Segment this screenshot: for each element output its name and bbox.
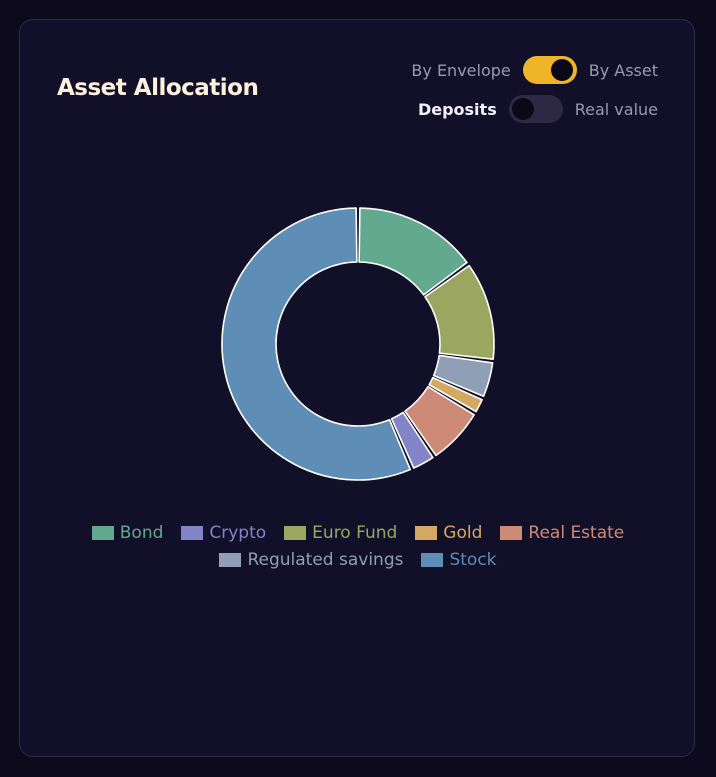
allocation-donut-chart xyxy=(221,207,495,481)
legend-swatch xyxy=(181,526,204,540)
slice-euro-fund[interactable] xyxy=(424,264,495,360)
legend-row-1: Bond Crypto Euro Fund Gold Real Estate xyxy=(20,523,696,543)
legend-label: Real Estate xyxy=(528,523,625,543)
legend-item-bond[interactable]: Bond xyxy=(91,523,164,543)
legend-item-regulated-savings[interactable]: Regulated savings xyxy=(219,550,403,570)
view-toggle-row: By Envelope By Asset xyxy=(411,56,658,84)
legend-swatch xyxy=(219,553,242,567)
legend-label: Bond xyxy=(119,523,164,543)
view-toggle-switch[interactable] xyxy=(522,56,577,84)
deposits-label[interactable]: Deposits xyxy=(417,99,497,119)
legend-item-stock[interactable]: Stock xyxy=(421,550,497,570)
asset-allocation-card: Asset Allocation By Envelope By Asset De… xyxy=(19,19,695,757)
slice-regulated-savings[interactable] xyxy=(432,354,494,398)
card-title: Asset Allocation xyxy=(57,75,259,101)
legend-item-crypto[interactable]: Crypto xyxy=(181,523,266,543)
slice-stock[interactable] xyxy=(221,207,412,481)
legend-label: Regulated savings xyxy=(247,550,404,570)
by-asset-label[interactable]: By Asset xyxy=(588,60,658,80)
legend-swatch xyxy=(500,526,523,540)
by-envelope-label[interactable]: By Envelope xyxy=(411,60,511,80)
legend-swatch xyxy=(91,526,114,540)
real-value-label[interactable]: Real value xyxy=(574,99,658,119)
legend-swatch xyxy=(415,526,438,540)
legend-label: Gold xyxy=(443,523,483,543)
legend-row-2: Regulated savings Stock xyxy=(20,550,696,570)
mode-toggle-switch[interactable] xyxy=(508,95,563,123)
legend-swatch xyxy=(284,526,307,540)
toggle-knob xyxy=(511,98,534,120)
legend-item-euro-fund[interactable]: Euro Fund xyxy=(284,523,397,543)
legend-label: Stock xyxy=(449,550,497,570)
slice-bond[interactable] xyxy=(358,207,468,296)
legend-item-real-estate[interactable]: Real Estate xyxy=(500,523,624,543)
slice-crypto[interactable] xyxy=(390,411,434,469)
slice-gold[interactable] xyxy=(428,376,483,413)
legend-label: Euro Fund xyxy=(312,523,398,543)
legend-swatch xyxy=(421,553,444,567)
slice-real-estate[interactable] xyxy=(404,385,475,457)
toggle-knob xyxy=(550,59,573,81)
legend-item-gold[interactable]: Gold xyxy=(415,523,482,543)
mode-toggle-row: Deposits Real value xyxy=(418,95,658,123)
legend-label: Crypto xyxy=(209,523,267,543)
